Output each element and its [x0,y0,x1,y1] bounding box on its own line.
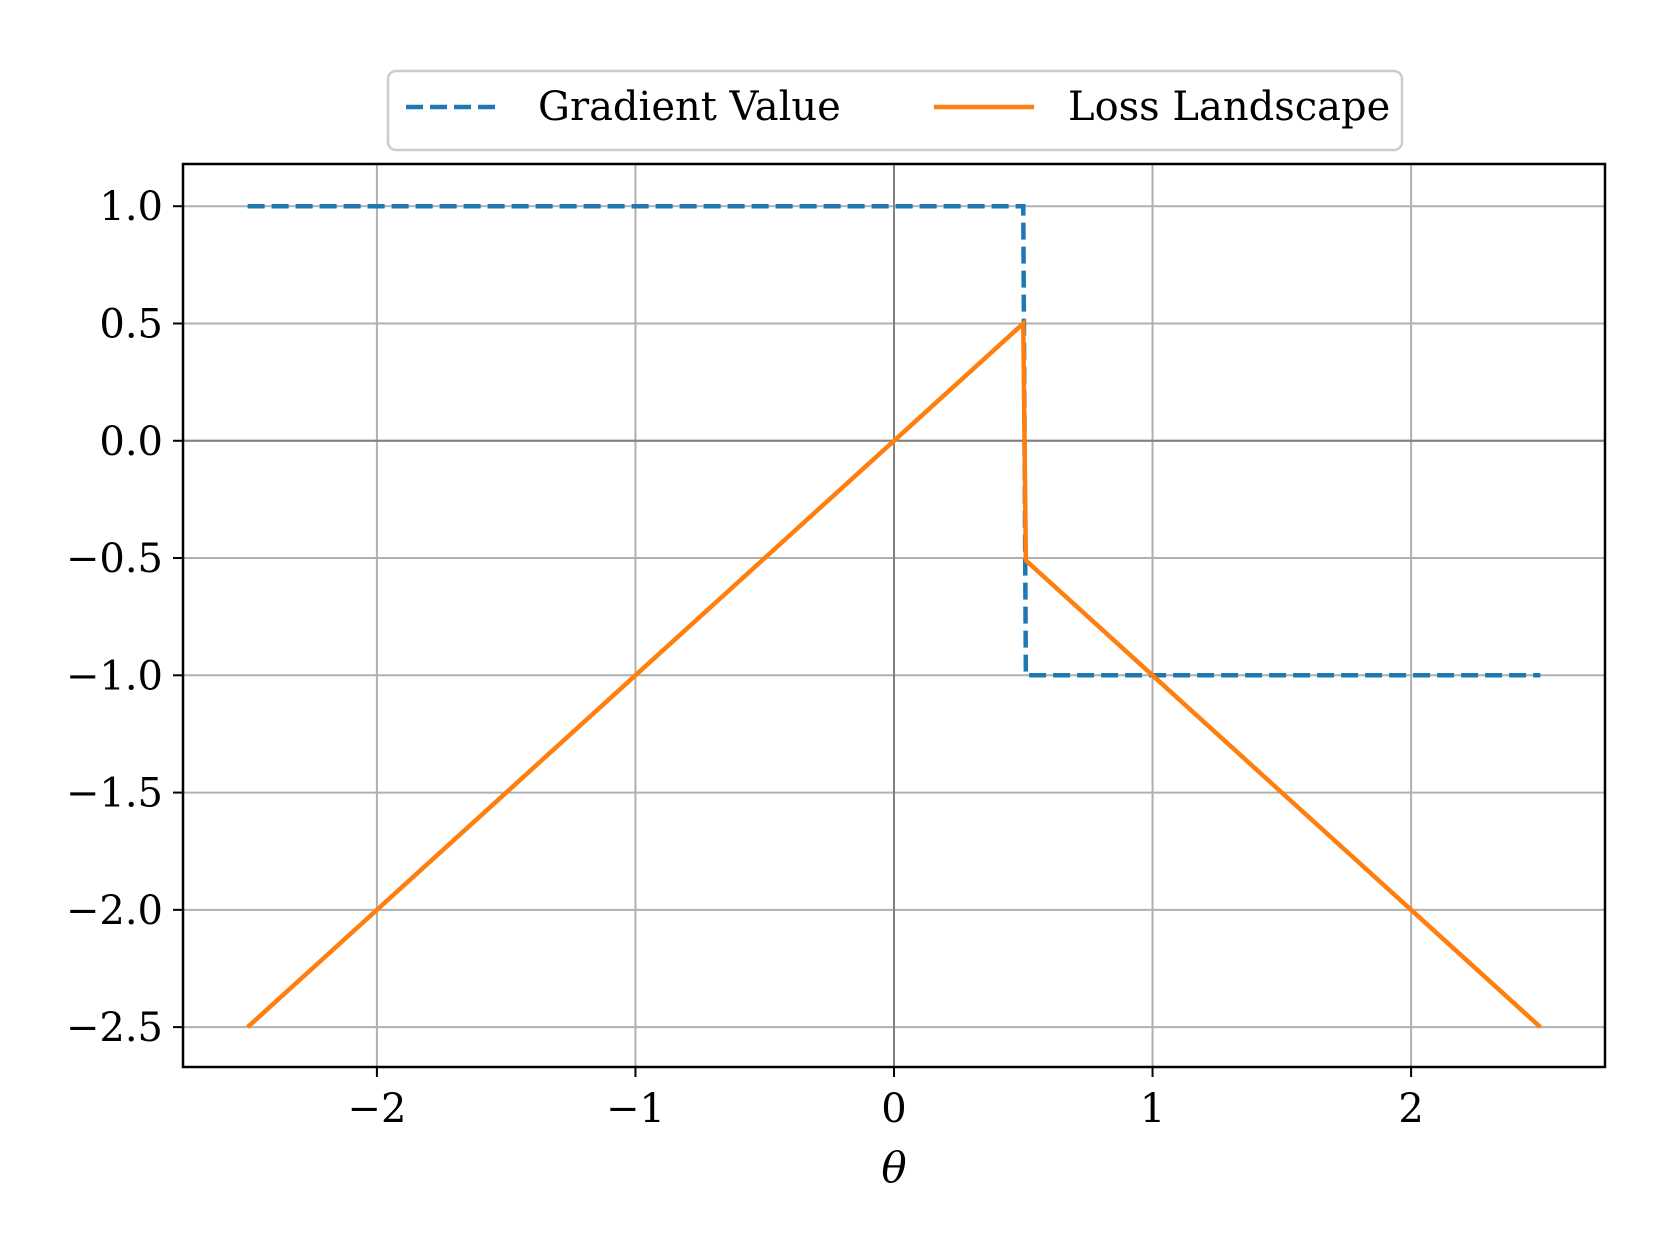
legend-label-gradient-value: Gradient Value [538,84,841,130]
x-tick-label: −1 [606,1086,665,1132]
y-tick-label: 0.5 [99,301,163,347]
y-tick-label: −2.0 [66,888,163,934]
y-tick-label: −0.5 [66,536,163,582]
x-tick-label: −2 [347,1086,406,1132]
y-tick-label: 1.0 [99,184,163,230]
x-tick-label: 1 [1140,1086,1165,1132]
y-tick-label: 0.0 [99,419,163,465]
y-tick-label: −1.5 [66,771,163,817]
y-tick-label: −1.0 [66,653,163,699]
x-axis-ticks: −2 −1 0 1 2 [347,1067,1424,1132]
x-tick-label: 0 [881,1086,906,1132]
y-tick-label: −2.5 [66,1005,163,1051]
legend-box [386,69,1404,152]
legend-label-loss-landscape: Loss Landscape [1068,84,1390,130]
legend: Gradient Value Loss Landscape [386,69,1404,152]
series-layer [246,203,1542,1029]
series-line-loss-landscape [246,318,1542,1029]
y-axis-ticks: 1.0 0.5 0.0 −0.5 −1.0 −1.5 −2.0 −2.5 [66,184,183,1051]
x-axis-label: θ [881,1143,906,1192]
x-tick-label: 2 [1398,1086,1423,1132]
